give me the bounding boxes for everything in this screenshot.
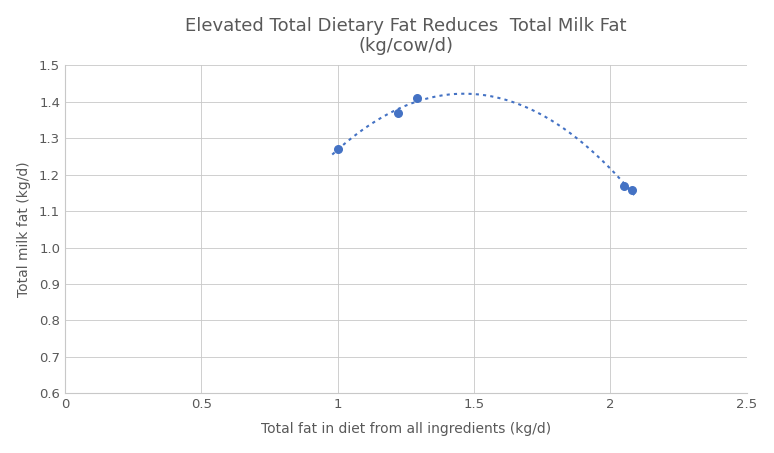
- Point: [410, 95, 423, 102]
- Point: [392, 109, 404, 116]
- Point: [331, 145, 344, 153]
- Title: Elevated Total Dietary Fat Reduces  Total Milk Fat
(kg/cow/d): Elevated Total Dietary Fat Reduces Total…: [185, 17, 627, 55]
- X-axis label: Total fat in diet from all ingredients (kg/d): Total fat in diet from all ingredients (…: [261, 422, 551, 436]
- Point: [618, 183, 630, 190]
- Point: [626, 186, 639, 193]
- Y-axis label: Total milk fat (kg/d): Total milk fat (kg/d): [17, 162, 31, 297]
